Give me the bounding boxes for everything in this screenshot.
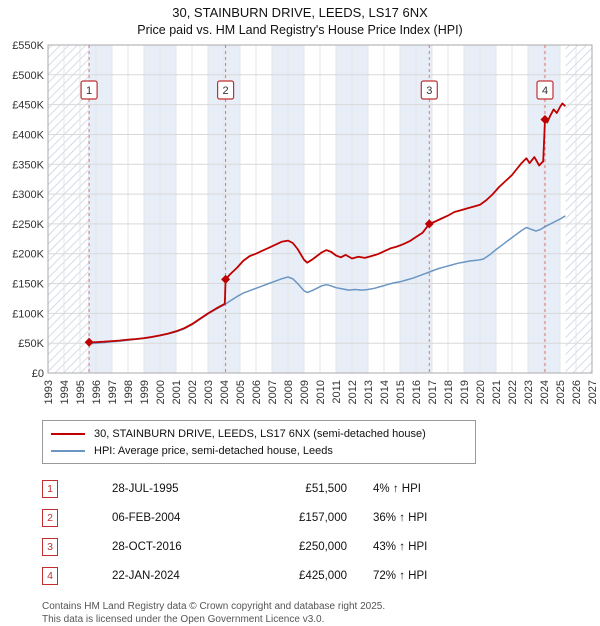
sale-number-badge: 1 <box>42 479 58 498</box>
x-tick-label: 2003 <box>203 380 215 404</box>
legend-item: 30, STAINBURN DRIVE, LEEDS, LS17 6NX (se… <box>51 425 467 442</box>
sale-marker <box>221 274 231 284</box>
sale-marker <box>424 219 434 229</box>
property-series-line <box>88 102 566 344</box>
legend-line-swatch <box>51 432 85 435</box>
sale-number-box: 2 <box>217 80 235 100</box>
sale-marker <box>84 337 94 347</box>
x-tick-label: 2011 <box>331 380 343 404</box>
x-tick-label: 2015 <box>395 380 407 404</box>
legend-item: HPI: Average price, semi-detached house,… <box>51 442 467 459</box>
x-tick-label: 2014 <box>379 380 391 404</box>
x-tick-label: 2010 <box>315 380 327 404</box>
sale-hpi-delta: 4% ↑ HPI <box>373 482 421 495</box>
sale-date: 06-FEB-2004 <box>112 511 181 524</box>
sale-number-badge: 4 <box>42 566 58 585</box>
sales-table: 1 28-JUL-1995 £51,500 4% ↑ HPI 2 06-FEB-… <box>42 474 600 590</box>
legend-line-swatch <box>51 449 85 452</box>
x-tick-label: 2019 <box>459 380 471 404</box>
x-tick-label: 2023 <box>523 380 535 404</box>
y-tick-label: £0 <box>32 368 44 380</box>
sale-row: 4 22-JAN-2024 £425,000 72% ↑ HPI <box>42 561 600 590</box>
y-tick-label: £200K <box>12 249 44 261</box>
x-tick-label: 2007 <box>267 380 279 404</box>
x-tick-label: 1996 <box>91 380 103 404</box>
sale-row: 2 06-FEB-2004 £157,000 36% ↑ HPI <box>42 503 600 532</box>
svg-text:3: 3 <box>426 85 432 97</box>
x-tick-label: 2022 <box>507 380 519 404</box>
page-subtitle: Price paid vs. HM Land Registry's House … <box>137 23 463 37</box>
attribution-footer: Contains HM Land Registry data © Crown c… <box>42 600 600 626</box>
x-tick-label: 1999 <box>139 380 151 404</box>
page-title: 30, STAINBURN DRIVE, LEEDS, LS17 6NX <box>172 5 428 20</box>
x-tick-label: 2008 <box>283 380 295 404</box>
sale-marker <box>540 115 550 125</box>
sale-number-badge: 2 <box>42 508 58 527</box>
x-tick-label: 2013 <box>363 380 375 404</box>
x-tick-label: 2000 <box>155 380 167 404</box>
x-tick-label: 2018 <box>443 380 455 404</box>
x-tick-label: 2026 <box>571 380 583 404</box>
sale-row: 1 28-JUL-1995 £51,500 4% ↑ HPI <box>42 474 600 503</box>
x-tick-label: 2020 <box>475 380 487 404</box>
x-tick-label: 2005 <box>235 380 247 404</box>
x-tick-label: 2016 <box>411 380 423 404</box>
sale-row: 3 28-OCT-2016 £250,000 43% ↑ HPI <box>42 532 600 561</box>
chart-plot-area: 1 2 3 4 £0 £50K £100K £150K £200K £250K £300K £350K… <box>12 40 599 404</box>
x-tick-label: 2001 <box>171 380 183 404</box>
x-tick-label: 2017 <box>427 380 439 404</box>
sale-hpi-delta: 36% ↑ HPI <box>373 511 428 524</box>
x-tick-label: 2024 <box>539 380 551 404</box>
y-tick-label: £100K <box>12 308 44 320</box>
x-tick-label: 2027 <box>587 380 599 404</box>
no-data-hatch <box>48 45 88 373</box>
y-tick-label: £550K <box>12 40 44 52</box>
chart-legend: 30, STAINBURN DRIVE, LEEDS, LS17 6NX (se… <box>42 420 476 464</box>
x-tick-label: 2025 <box>555 380 567 404</box>
svg-text:1: 1 <box>86 85 92 97</box>
sale-hpi-delta: 72% ↑ HPI <box>373 569 428 582</box>
chart-header: 30, STAINBURN DRIVE, LEEDS, LS17 6NX Pri… <box>0 0 600 37</box>
svg-text:2: 2 <box>223 85 229 97</box>
sale-price: £250,000 <box>299 540 347 553</box>
sale-number-box: 1 <box>80 80 98 100</box>
legend-label: 30, STAINBURN DRIVE, LEEDS, LS17 6NX (se… <box>94 427 426 440</box>
sale-date: 28-JUL-1995 <box>112 482 179 495</box>
no-data-hatch <box>565 45 592 373</box>
y-tick-label: £500K <box>12 70 44 82</box>
x-tick-label: 1997 <box>107 380 119 404</box>
sale-price: £51,500 <box>305 482 347 495</box>
sale-price: £157,000 <box>299 511 347 524</box>
sale-date: 22-JAN-2024 <box>112 569 180 582</box>
sale-hpi-delta: 43% ↑ HPI <box>373 540 428 553</box>
y-tick-label: £400K <box>12 130 44 142</box>
x-tick-label: 2002 <box>187 380 199 404</box>
y-tick-label: £250K <box>12 219 44 231</box>
x-tick-label: 2004 <box>219 380 231 404</box>
x-tick-label: 2021 <box>491 380 503 404</box>
x-tick-label: 2006 <box>251 380 263 404</box>
sale-number-box: 4 <box>536 80 554 100</box>
x-tick-label: 1994 <box>59 380 71 404</box>
x-tick-label: 2009 <box>299 380 311 404</box>
svg-text:4: 4 <box>542 85 548 97</box>
y-tick-label: £150K <box>12 279 44 291</box>
y-tick-label: £50K <box>18 338 44 350</box>
sale-date: 28-OCT-2016 <box>112 540 182 553</box>
legend-label: HPI: Average price, semi-detached house,… <box>94 444 333 457</box>
x-tick-label: 1998 <box>123 380 135 404</box>
y-tick-label: £450K <box>12 100 44 112</box>
sale-number-badge: 3 <box>42 537 58 556</box>
sale-price: £425,000 <box>299 569 347 582</box>
x-tick-label: 1993 <box>43 380 55 404</box>
sale-number-box: 3 <box>420 80 438 100</box>
y-tick-label: £350K <box>12 159 44 171</box>
price-chart: 1 2 3 4 £0 £50K £100K £150K £200K £250K £300K £350K… <box>12 40 599 404</box>
footer-line-1: Contains HM Land Registry data © Crown c… <box>42 601 386 612</box>
x-tick-label: 1995 <box>75 380 87 404</box>
x-tick-label: 2012 <box>347 380 359 404</box>
y-tick-label: £300K <box>12 189 44 201</box>
